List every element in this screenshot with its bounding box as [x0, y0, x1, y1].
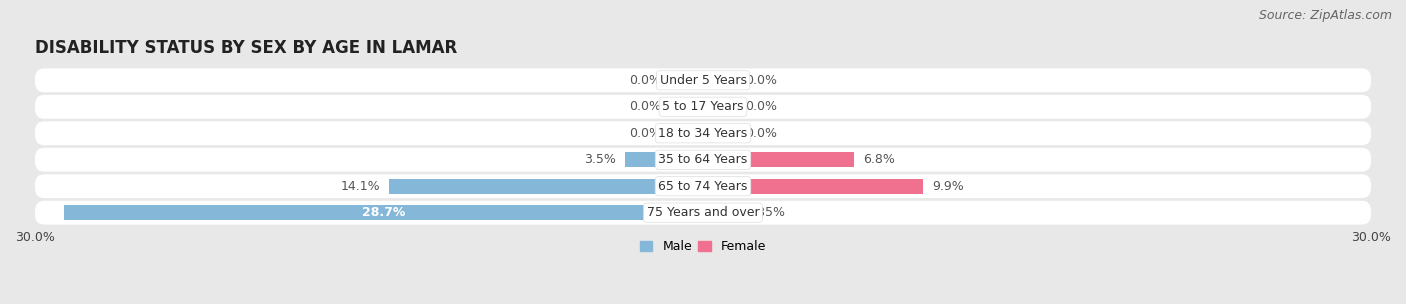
FancyBboxPatch shape [35, 95, 1371, 119]
Bar [669, 126, 703, 141]
Text: 5 to 17 Years: 5 to 17 Years [662, 100, 744, 113]
Bar [703, 152, 855, 168]
Text: 0.0%: 0.0% [628, 74, 661, 87]
Text: 65 to 74 Years: 65 to 74 Years [658, 180, 748, 193]
Text: 0.0%: 0.0% [745, 127, 778, 140]
FancyBboxPatch shape [35, 174, 1371, 198]
Text: 0.0%: 0.0% [628, 127, 661, 140]
Legend: Male, Female: Male, Female [636, 235, 770, 258]
Bar [703, 73, 737, 88]
Text: 0.85%: 0.85% [745, 206, 786, 219]
Bar [626, 152, 703, 168]
Bar [389, 178, 703, 194]
Text: 9.9%: 9.9% [932, 180, 965, 193]
Text: Under 5 Years: Under 5 Years [659, 74, 747, 87]
FancyBboxPatch shape [35, 148, 1371, 172]
Bar [703, 178, 924, 194]
Bar [703, 205, 737, 220]
FancyBboxPatch shape [35, 121, 1371, 145]
Text: 6.8%: 6.8% [863, 153, 896, 166]
FancyBboxPatch shape [35, 201, 1371, 225]
Bar [703, 126, 737, 141]
Text: 0.0%: 0.0% [628, 100, 661, 113]
Text: Source: ZipAtlas.com: Source: ZipAtlas.com [1258, 9, 1392, 22]
Text: 0.0%: 0.0% [745, 74, 778, 87]
Bar [63, 205, 703, 220]
Text: 28.7%: 28.7% [361, 206, 405, 219]
Bar [703, 99, 737, 115]
Bar [669, 99, 703, 115]
Text: 35 to 64 Years: 35 to 64 Years [658, 153, 748, 166]
FancyBboxPatch shape [35, 68, 1371, 92]
Text: 75 Years and over: 75 Years and over [647, 206, 759, 219]
Text: DISABILITY STATUS BY SEX BY AGE IN LAMAR: DISABILITY STATUS BY SEX BY AGE IN LAMAR [35, 39, 457, 57]
Text: 3.5%: 3.5% [585, 153, 616, 166]
Text: 0.0%: 0.0% [745, 100, 778, 113]
Bar [669, 73, 703, 88]
Text: 14.1%: 14.1% [340, 180, 380, 193]
Text: 18 to 34 Years: 18 to 34 Years [658, 127, 748, 140]
